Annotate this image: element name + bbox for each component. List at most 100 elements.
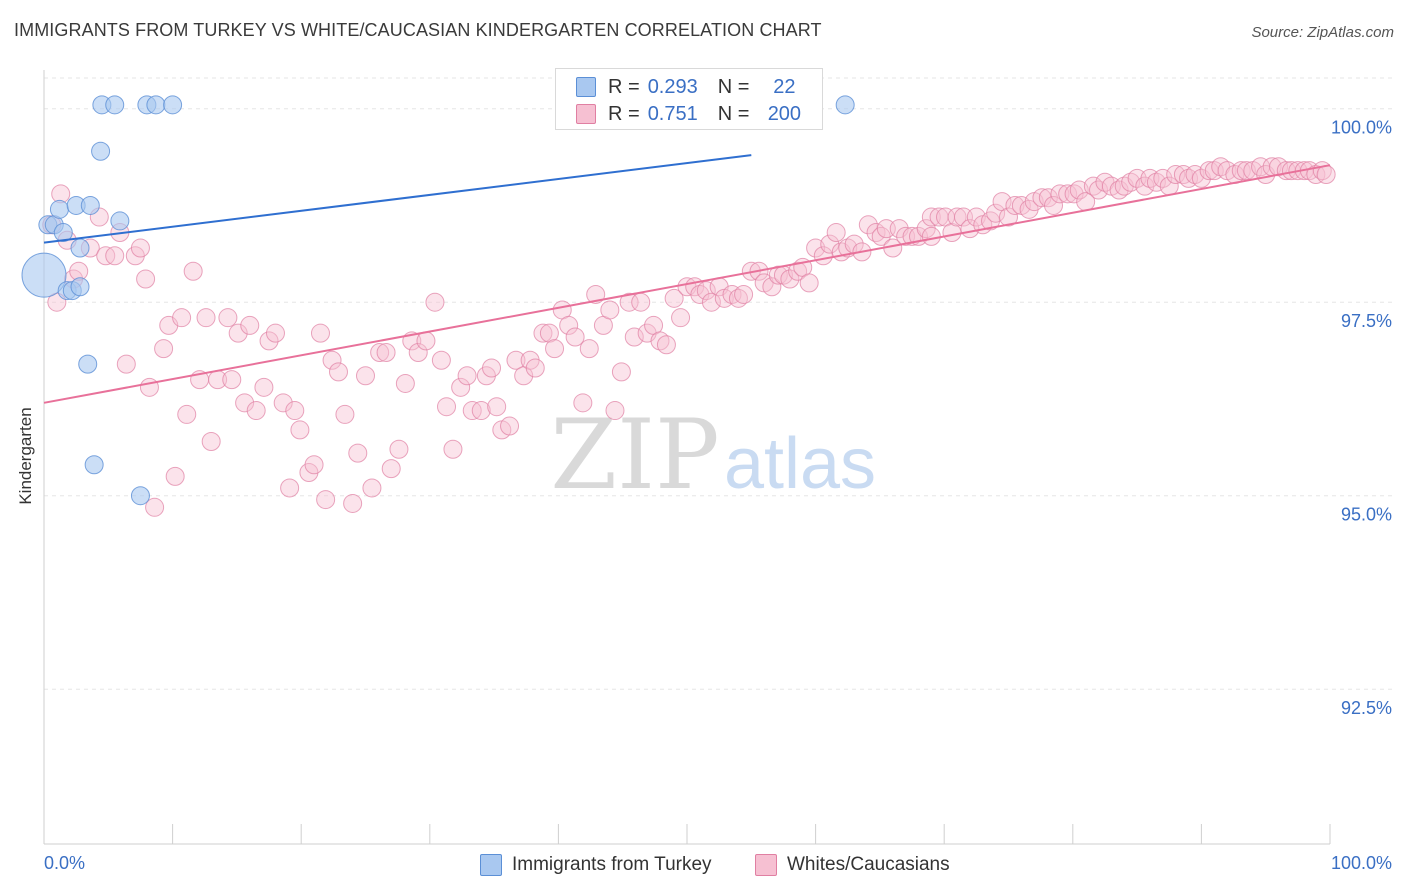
point-whites-caucasians (425, 292, 445, 312)
point-whites-caucasians (437, 397, 457, 417)
point-immigrants-turkey (110, 211, 130, 231)
bottom-legend-label-whites: Whites/Caucasians (787, 854, 950, 875)
point-whites-caucasians (1166, 164, 1186, 184)
point-whites-caucasians (254, 377, 274, 397)
point-whites-caucasians (820, 234, 840, 254)
y-axis-label: Kindergarten (16, 407, 35, 505)
point-whites-caucasians (240, 315, 260, 335)
point-immigrants-turkey (84, 455, 104, 475)
bottom-legend-swatch-whites (755, 854, 777, 876)
point-whites-caucasians (136, 269, 156, 289)
point-whites-caucasians (395, 373, 415, 393)
bottom-legend-swatch-turkey (480, 854, 502, 876)
y-tick-label: 97.5% (1341, 311, 1392, 331)
point-whites-caucasians (130, 238, 150, 258)
point-whites-caucasians (1005, 195, 1025, 215)
y-tick-label: 100.0% (1331, 118, 1392, 138)
point-whites-caucasians (806, 238, 826, 258)
legend-swatch-whites (576, 104, 596, 124)
point-whites-caucasians (506, 350, 526, 370)
point-whites-caucasians (573, 393, 593, 413)
point-whites-caucasians (431, 350, 451, 370)
point-whites-caucasians (1153, 168, 1173, 188)
point-whites-caucasians (105, 246, 125, 266)
point-whites-caucasians (768, 265, 788, 285)
point-whites-caucasians (416, 331, 436, 351)
point-whites-caucasians (586, 284, 606, 304)
point-whites-caucasians (799, 273, 819, 293)
legend-swatch-turkey (576, 77, 596, 97)
point-whites-caucasians (154, 339, 174, 359)
point-whites-caucasians (671, 308, 691, 328)
point-whites-caucasians (734, 284, 754, 304)
point-whites-caucasians (605, 401, 625, 421)
point-whites-caucasians (273, 393, 293, 413)
point-whites-caucasians (947, 207, 967, 227)
point-immigrants-turkey (80, 195, 100, 215)
point-whites-caucasians (310, 323, 330, 343)
point-whites-caucasians (304, 455, 324, 475)
point-whites-caucasians (1044, 195, 1064, 215)
point-whites-caucasians (1236, 161, 1256, 181)
point-whites-caucasians (826, 223, 846, 243)
point-whites-caucasians (228, 323, 248, 343)
point-whites-caucasians (177, 404, 197, 424)
point-immigrants-turkey (91, 141, 111, 161)
point-whites-caucasians (986, 203, 1006, 223)
point-whites-caucasians (1064, 184, 1084, 204)
point-whites-caucasians (539, 323, 559, 343)
chart-title: IMMIGRANTS FROM TURKEY VS WHITE/CAUCASIA… (14, 20, 822, 40)
point-whites-caucasians (348, 443, 368, 463)
point-whites-caucasians (139, 377, 159, 397)
x-tick-label-max: 100.0% (1331, 853, 1392, 873)
point-whites-caucasians (631, 292, 651, 312)
point-whites-caucasians (335, 404, 355, 424)
point-whites-caucasians (362, 478, 382, 498)
correlation-legend: R = 0.293 N = 22 R = 0.751 N = 200 (555, 68, 823, 130)
point-whites-caucasians (316, 490, 336, 510)
point-whites-caucasians (664, 288, 684, 308)
point-immigrants-turkey (105, 95, 125, 115)
point-whites-caucasians (624, 327, 644, 347)
point-whites-caucasians (328, 362, 348, 382)
point-immigrants-turkey (163, 95, 183, 115)
point-whites-caucasians (165, 466, 185, 486)
point-immigrants-turkey (53, 223, 73, 243)
trendline-whites-caucasians (43, 164, 1331, 404)
point-immigrants-turkey (146, 95, 166, 115)
watermark-zip: ZIP (550, 399, 719, 511)
point-whites-caucasians (619, 292, 639, 312)
point-whites-caucasians (966, 207, 986, 227)
point-whites-caucasians (533, 323, 553, 343)
point-whites-caucasians (376, 343, 396, 363)
point-whites-caucasians (1316, 164, 1336, 184)
legend-row-turkey: R = 0.293 N = 22 (576, 75, 809, 99)
point-whites-caucasians (222, 370, 242, 390)
watermark-atlas: atlas (724, 424, 876, 504)
point-whites-caucasians (1173, 164, 1193, 184)
point-whites-caucasians (762, 277, 782, 297)
bottom-legend-turkey: Immigrants from Turkey (480, 852, 712, 878)
point-whites-caucasians (201, 432, 221, 452)
legend-row-whites: R = 0.751 N = 200 (576, 102, 809, 126)
point-whites-caucasians (408, 343, 428, 363)
bottom-legend-label-turkey: Immigrants from Turkey (512, 854, 712, 875)
trendline-immigrants-turkey (43, 154, 752, 244)
point-whites-caucasians (235, 393, 255, 413)
point-whites-caucasians (525, 358, 545, 378)
legend-r-label: R = (608, 102, 640, 125)
point-whites-caucasians (866, 223, 886, 243)
point-whites-caucasians (559, 315, 579, 335)
legend-n-label: N = (717, 102, 750, 125)
legend-n-value: 200 (767, 102, 802, 125)
point-immigrants-turkey (21, 252, 67, 298)
point-whites-caucasians (656, 335, 676, 355)
point-whites-caucasians (285, 401, 305, 421)
point-whites-caucasians (565, 327, 585, 347)
point-whites-caucasians (780, 269, 800, 289)
point-whites-caucasians (788, 261, 808, 281)
point-immigrants-turkey (835, 95, 855, 115)
point-whites-caucasians (196, 308, 216, 328)
point-whites-caucasians (381, 459, 401, 479)
